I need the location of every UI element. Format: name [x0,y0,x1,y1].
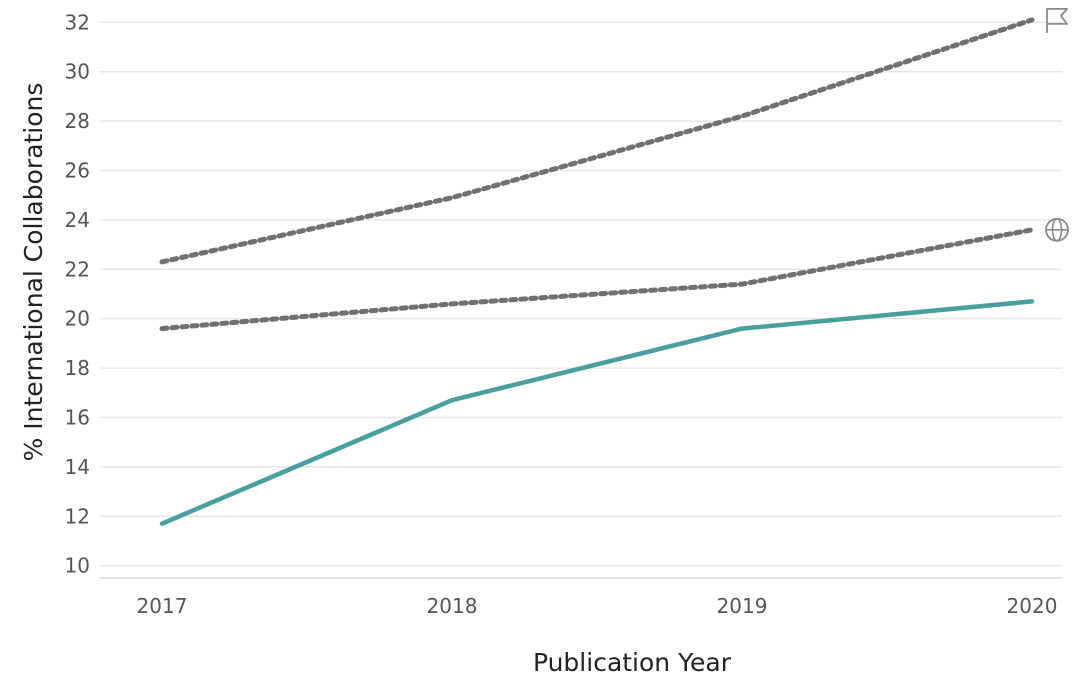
y-tick-label: 22 [65,257,90,281]
globe-icon [1045,217,1069,242]
y-tick-label: 16 [65,405,90,429]
series-line-3 [159,299,1035,526]
series-end-markers [1045,7,1069,242]
y-tick-label: 32 [65,10,90,34]
series-line-2 [159,227,1035,332]
x-axis-ticks: 2017 2018 2019 2020 [137,594,1058,618]
y-axis-ticks: 10 12 14 16 18 20 22 24 26 28 30 32 [65,10,90,577]
y-tick-label: 24 [65,208,90,232]
y-tick-label: 18 [65,356,90,380]
x-tick-label: 2019 [717,594,768,618]
y-tick-label: 12 [65,504,90,528]
y-tick-label: 10 [65,554,90,578]
y-tick-label: 28 [65,109,90,133]
series-line-1 [159,17,1035,265]
series-lines [159,17,1035,526]
y-axis-title: % International Collaborations [19,83,48,462]
flag-icon [1046,7,1068,33]
x-tick-label: 2018 [427,594,478,618]
y-tick-label: 26 [65,159,90,183]
y-tick-label: 14 [65,455,90,479]
x-axis-title: Publication Year [533,648,732,677]
y-tick-label: 30 [65,60,90,84]
x-tick-label: 2017 [137,594,188,618]
y-tick-label: 20 [65,307,90,331]
x-tick-label: 2020 [1007,594,1058,618]
